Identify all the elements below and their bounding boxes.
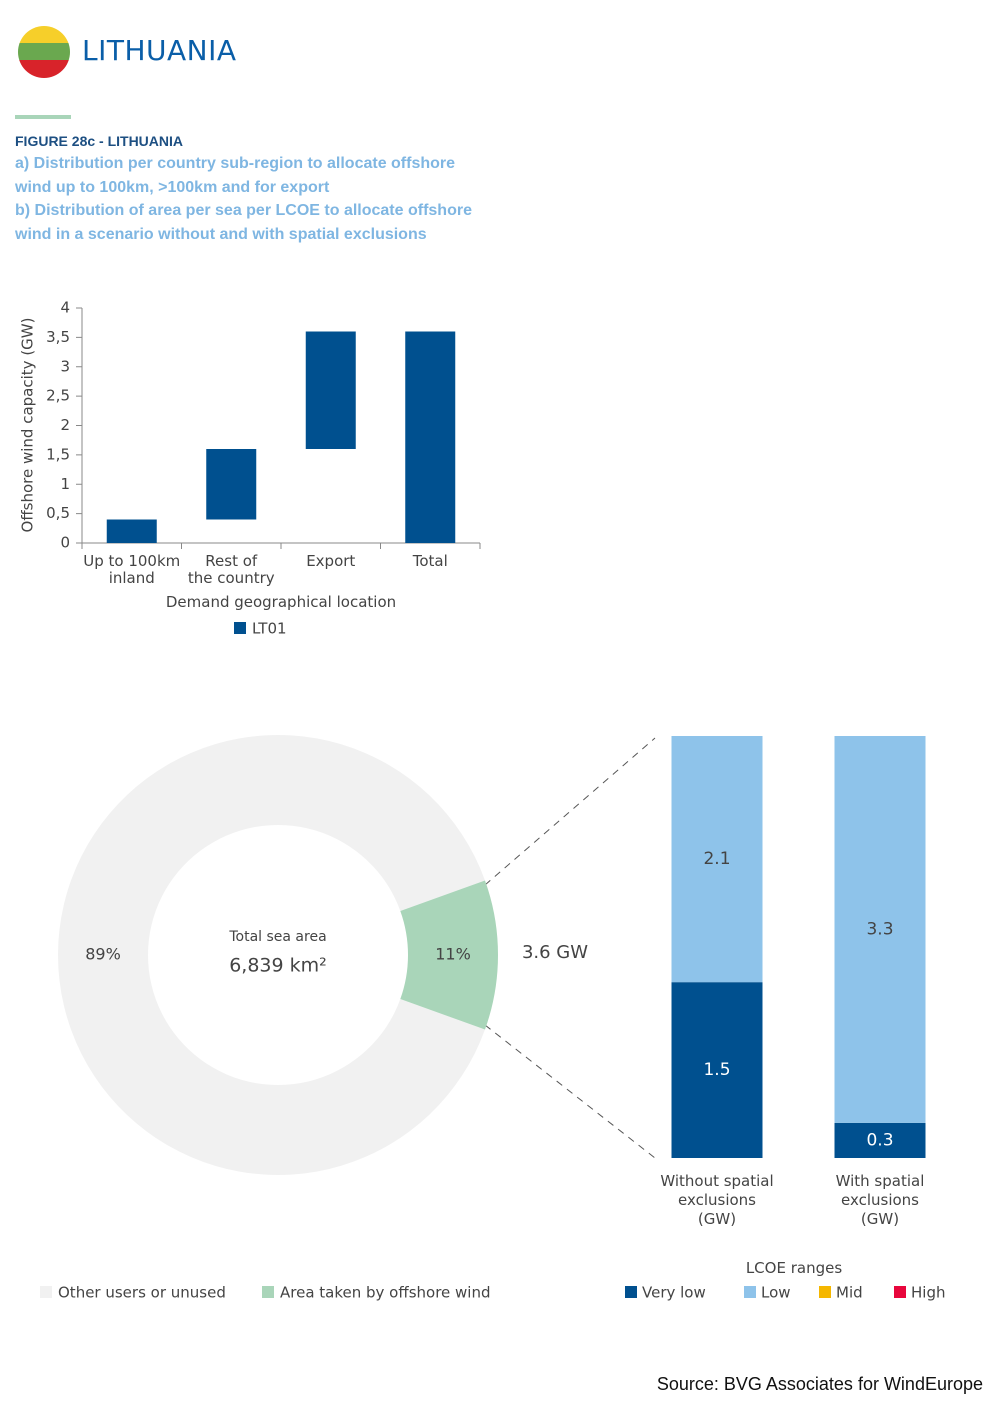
- figure-label: FIGURE 28c - LITHUANIA: [15, 133, 184, 149]
- value-label: 1.5: [703, 1060, 730, 1080]
- legend-label: High: [911, 1284, 945, 1302]
- connector: [484, 737, 656, 886]
- y-tick-label: 0: [60, 534, 70, 552]
- x-tick-label: Without spatial exclusions (GW): [660, 1172, 774, 1228]
- center-label: Total sea area: [228, 929, 326, 945]
- legend-swatch: [234, 622, 246, 634]
- source: Source: BVG Associates for WindEurope: [656, 1374, 983, 1394]
- legend-label: Mid: [836, 1284, 863, 1302]
- y-tick-label: 1: [60, 475, 70, 493]
- y-tick-label: 2,5: [46, 387, 70, 405]
- x-tick-label: Total: [412, 552, 448, 570]
- bar: [305, 331, 356, 449]
- y-tick-label: 3,5: [46, 328, 70, 346]
- y-tick-label: 0,5: [46, 504, 70, 522]
- legend-label: Area taken by offshore wind: [280, 1284, 491, 1302]
- legend-title: LCOE ranges: [745, 1259, 843, 1277]
- page-title: LITHUANIA: [82, 34, 237, 67]
- center-value: 6,839 km²: [229, 955, 327, 977]
- bar: [106, 519, 157, 543]
- legend-label: Low: [761, 1284, 791, 1302]
- bar-segment: [834, 1122, 926, 1158]
- bar-segment: [671, 982, 763, 1158]
- legend-label: LT01: [252, 620, 287, 638]
- x-tick-label: Export: [306, 552, 356, 570]
- value-label: 3.3: [866, 919, 893, 939]
- legend-swatch: [744, 1286, 756, 1298]
- x-tick-label: Rest of the country: [187, 552, 275, 587]
- value-label: 2.1: [703, 849, 730, 869]
- caption: a) Distribution per country sub-region t…: [15, 155, 456, 196]
- legend-swatch: [894, 1286, 906, 1298]
- y-tick-label: 1,5: [46, 445, 70, 463]
- bar-segment: [671, 736, 763, 983]
- x-axis-label: Demand geographical location: [165, 593, 397, 611]
- flag: [18, 26, 70, 78]
- legend-label: Other users or unused: [58, 1284, 226, 1302]
- donut-slice: [400, 880, 498, 1030]
- slice-label: 11%: [435, 945, 471, 964]
- legend-swatch: [625, 1286, 637, 1298]
- connector: [484, 1024, 656, 1159]
- annotation: 3.6 GW: [522, 942, 588, 963]
- bar: [405, 331, 456, 543]
- y-tick-label: 3: [60, 357, 70, 375]
- y-axis-label: Offshore wind capacity (GW): [19, 318, 37, 533]
- y-tick-label: 4: [60, 299, 70, 317]
- bar-segment: [834, 736, 926, 1123]
- legend-swatch: [40, 1286, 52, 1298]
- slice-label: 89%: [85, 945, 121, 964]
- x-tick-label: Up to 100km inland: [83, 552, 181, 587]
- legend-swatch: [819, 1286, 831, 1298]
- y-tick-label: 2: [60, 416, 70, 434]
- legend-label: Very low: [642, 1284, 706, 1302]
- caption: b) Distribution of area per sea per LCOE…: [15, 202, 472, 243]
- legend-swatch: [262, 1286, 274, 1298]
- bar: [206, 449, 257, 520]
- donut-slice: [58, 734, 485, 1175]
- x-tick-label: With spatial exclusions (GW): [835, 1172, 925, 1228]
- value-label: 0.3: [866, 1130, 893, 1150]
